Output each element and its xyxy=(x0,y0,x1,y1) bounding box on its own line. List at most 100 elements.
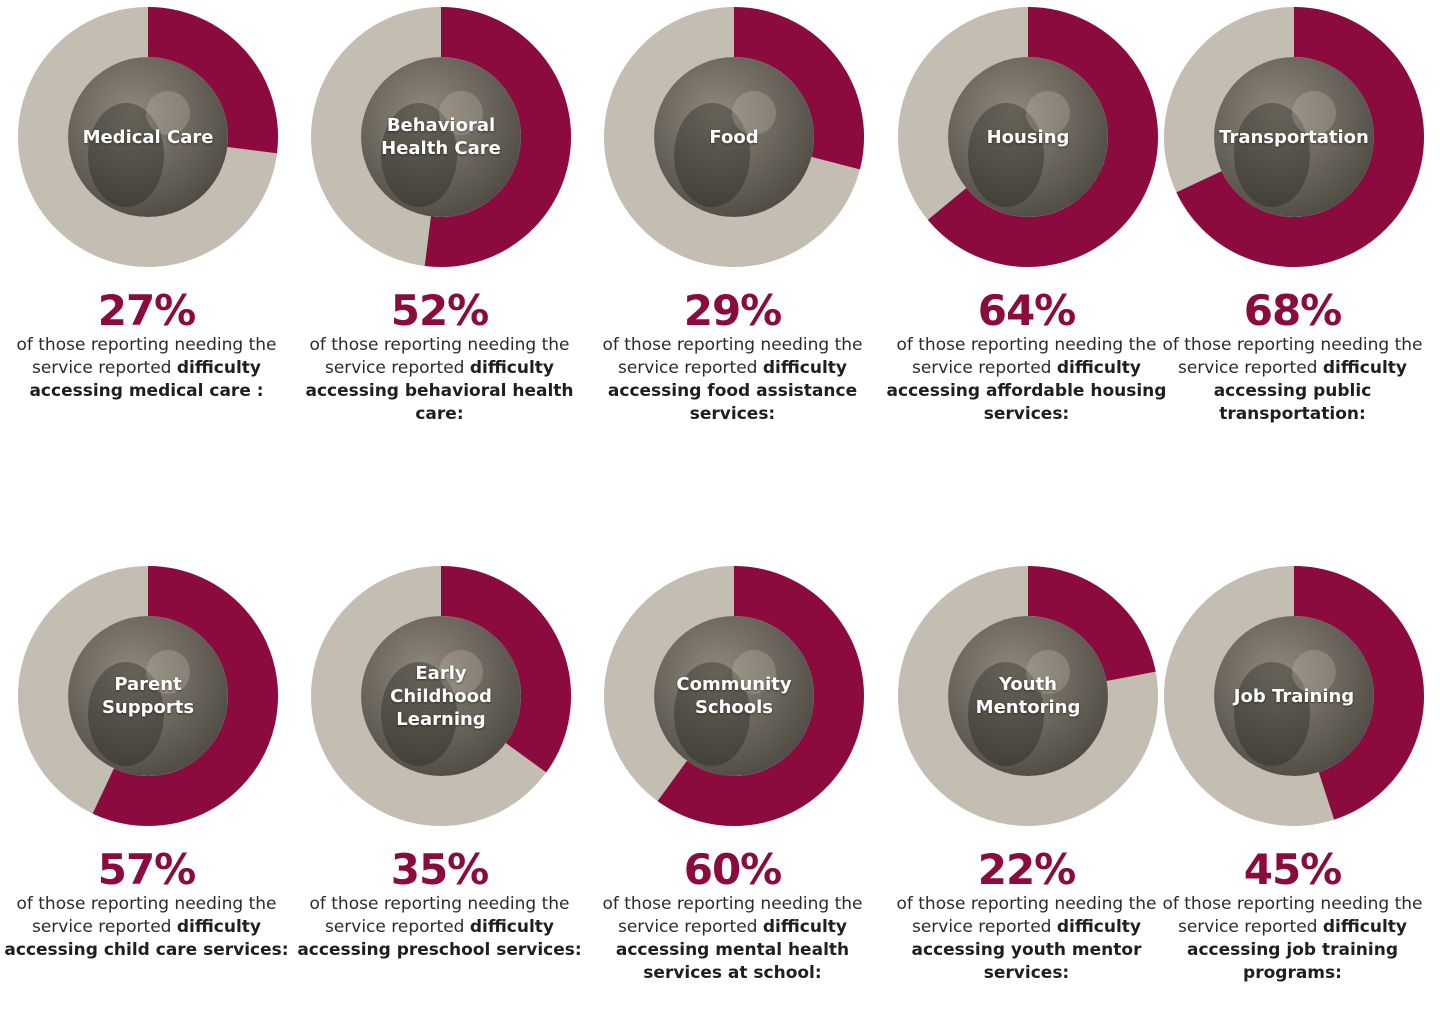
photo-placeholder xyxy=(361,57,521,217)
photo-placeholder xyxy=(361,616,521,776)
donut-svg xyxy=(311,566,571,826)
description-bold-text: accessing mental health services at scho… xyxy=(615,940,850,983)
percentage-value: 27% xyxy=(97,286,197,335)
description-text: of those reporting needing the service r… xyxy=(16,894,277,937)
donut-svg xyxy=(604,566,864,826)
service-card: Parent Supports 57% of those reporting n… xyxy=(0,565,293,995)
photo-shade xyxy=(381,103,457,207)
description-text: of those reporting needing the service r… xyxy=(309,894,570,937)
photo-placeholder xyxy=(654,57,814,217)
donut-chart: Food xyxy=(603,6,865,268)
donut-chart: Youth Mentoring xyxy=(897,565,1159,827)
photo-shade xyxy=(1234,662,1310,766)
description-text: of those reporting needing the service r… xyxy=(1162,335,1423,378)
photo-highlight xyxy=(146,650,190,694)
photo-highlight xyxy=(1026,650,1070,694)
percentage-value: 35% xyxy=(390,845,490,894)
photo-placeholder xyxy=(68,616,228,776)
donut-value-arc xyxy=(1176,7,1424,267)
description-bold-text: accessing behavioral health care: xyxy=(305,381,574,424)
description-bold-text: accessing public transportation: xyxy=(1213,381,1372,424)
photo-highlight xyxy=(732,650,776,694)
description: of those reporting needing the service r… xyxy=(880,334,1173,426)
description-bold-word: difficulty xyxy=(176,917,262,937)
donut-chart: Early Childhood Learning xyxy=(310,565,572,827)
donut-svg xyxy=(604,7,864,267)
service-card: Early Childhood Learning 35% of those re… xyxy=(293,565,586,995)
photo-shade xyxy=(968,103,1044,207)
description-bold-word: difficulty xyxy=(1056,917,1142,937)
donut-chart: Behavioral Health Care xyxy=(310,6,572,268)
photo-shade xyxy=(968,662,1044,766)
photo-shade xyxy=(381,662,457,766)
donut-svg xyxy=(18,566,278,826)
photo-highlight xyxy=(732,91,776,135)
service-card: Youth Mentoring 22% of those reporting n… xyxy=(880,565,1173,995)
donut-chart: Community Schools xyxy=(603,565,865,827)
photo-highlight xyxy=(439,650,483,694)
service-card: Transportation 68% of those reporting ne… xyxy=(1146,6,1439,436)
description-bold-word: difficulty xyxy=(762,917,848,937)
percentage-value: 68% xyxy=(1243,286,1343,335)
photo-shade xyxy=(88,103,164,207)
photo-placeholder xyxy=(68,57,228,217)
description-text: of those reporting needing the service r… xyxy=(896,894,1157,937)
description: of those reporting needing the service r… xyxy=(880,893,1173,985)
percentage-value: 29% xyxy=(683,286,783,335)
percentage-value: 45% xyxy=(1243,845,1343,894)
photo-placeholder xyxy=(654,616,814,776)
donut-value-arc xyxy=(424,7,571,267)
description-text: of those reporting needing the service r… xyxy=(16,335,277,378)
service-card: Medical Care 27% of those reporting need… xyxy=(0,6,293,436)
donut-svg xyxy=(898,7,1158,267)
description: of those reporting needing the service r… xyxy=(1146,893,1439,985)
description: of those reporting needing the service r… xyxy=(0,334,293,403)
chart-row-top: Medical Care 27% of those reporting need… xyxy=(0,6,1440,466)
description-text: of those reporting needing the service r… xyxy=(309,335,570,378)
donut-chart: Transportation xyxy=(1163,6,1425,268)
donut-value-arc xyxy=(440,566,571,773)
donut-value-arc xyxy=(733,7,864,170)
donut-chart: Medical Care xyxy=(17,6,279,268)
description-bold-word: difficulty xyxy=(469,917,555,937)
description-bold-word: difficulty xyxy=(469,358,555,378)
description-bold-word: difficulty xyxy=(1322,358,1408,378)
donut-chart: Job Training xyxy=(1163,565,1425,827)
donut-svg xyxy=(1164,7,1424,267)
photo-highlight xyxy=(1292,650,1336,694)
donut-value-arc xyxy=(927,7,1158,267)
photo-shade xyxy=(674,103,750,207)
percentage-value: 22% xyxy=(977,845,1077,894)
description-text: of those reporting needing the service r… xyxy=(602,894,863,937)
donut-svg xyxy=(898,566,1158,826)
photo-placeholder xyxy=(1214,616,1374,776)
photo-placeholder xyxy=(1214,57,1374,217)
service-card: Job Training 45% of those reporting need… xyxy=(1146,565,1439,995)
percentage-value: 57% xyxy=(97,845,197,894)
percentage-value: 64% xyxy=(977,286,1077,335)
description-bold-word: difficulty xyxy=(1322,917,1408,937)
description-bold-text: accessing food assistance services: xyxy=(607,381,858,424)
description-bold-text: accessing job training programs: xyxy=(1186,940,1398,983)
donut-chart: Housing xyxy=(897,6,1159,268)
photo-highlight xyxy=(1026,91,1070,135)
description-bold-text: accessing child care services: xyxy=(4,940,289,960)
donut-value-arc xyxy=(1293,566,1424,820)
description-bold-text: accessing medical care : xyxy=(29,381,264,401)
donut-svg xyxy=(1164,566,1424,826)
photo-highlight xyxy=(1292,91,1336,135)
description: of those reporting needing the service r… xyxy=(586,893,879,985)
description: of those reporting needing the service r… xyxy=(293,334,586,426)
chart-row-bottom: Parent Supports 57% of those reporting n… xyxy=(0,565,1440,1025)
donut-value-arc xyxy=(92,566,278,826)
description-text: of those reporting needing the service r… xyxy=(1162,894,1423,937)
description-bold-text: accessing preschool services: xyxy=(297,940,582,960)
description-bold-word: difficulty xyxy=(176,358,262,378)
description: of those reporting needing the service r… xyxy=(293,893,586,962)
photo-shade xyxy=(88,662,164,766)
description: of those reporting needing the service r… xyxy=(1146,334,1439,426)
donut-chart: Parent Supports xyxy=(17,565,279,827)
photo-shade xyxy=(674,662,750,766)
donut-svg xyxy=(18,7,278,267)
description-text: of those reporting needing the service r… xyxy=(602,335,863,378)
